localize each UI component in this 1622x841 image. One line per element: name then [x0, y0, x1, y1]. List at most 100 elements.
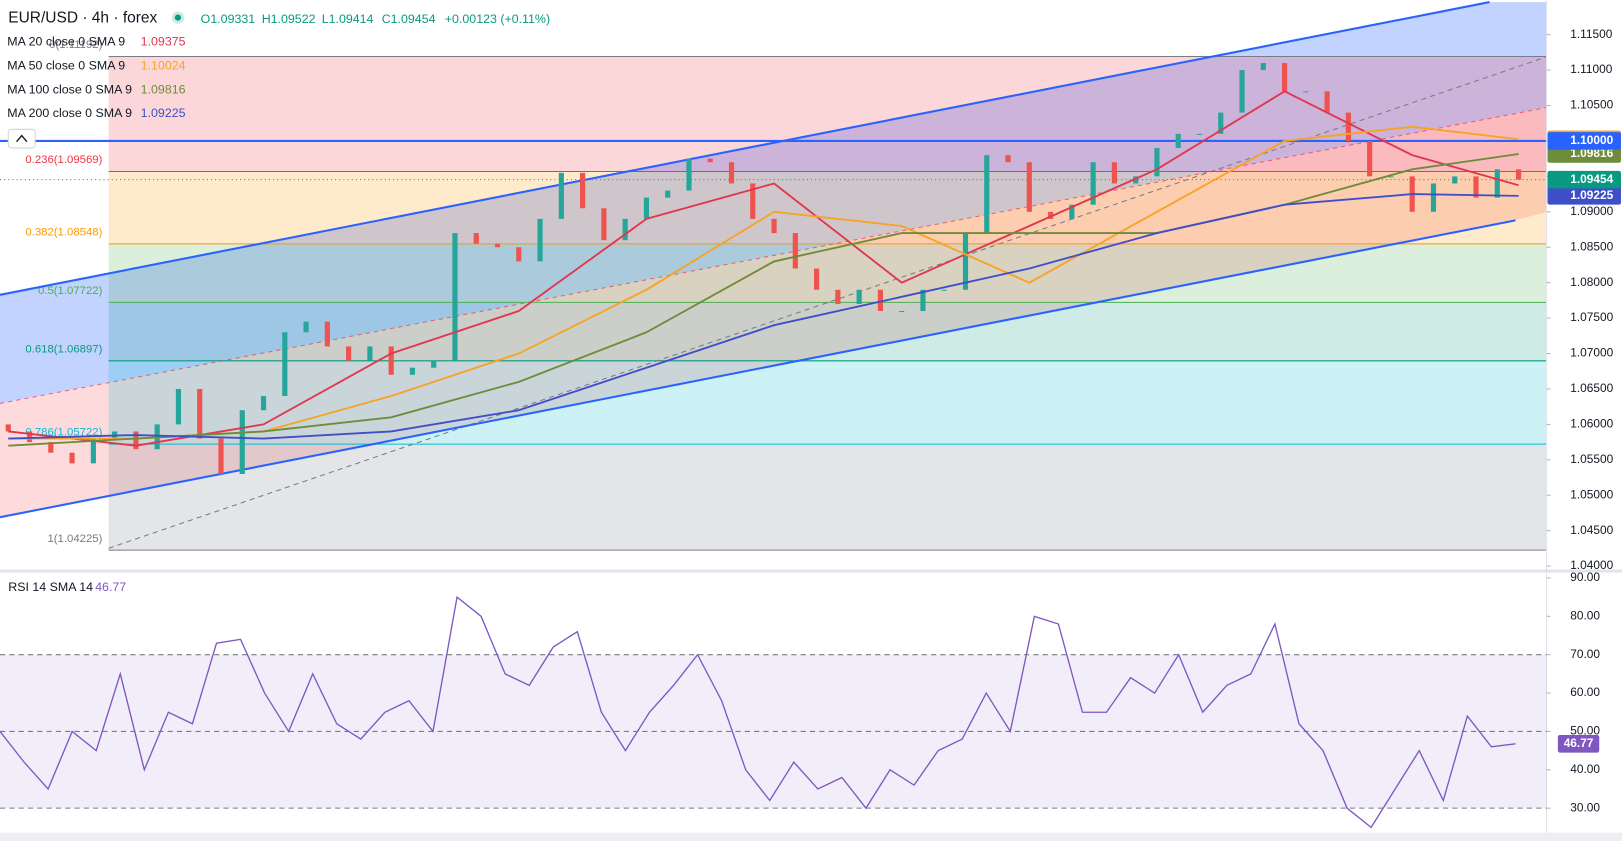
rsi-title[interactable]: RSI 14 SMA 14: [8, 580, 93, 594]
y-tick-label: 1.11500: [1570, 27, 1612, 41]
y-tick-label: 1.11000: [1570, 62, 1612, 76]
ohlc-high: H1.09522: [262, 12, 316, 26]
fib-label: 0.236(1.09569): [25, 154, 102, 166]
ohlc-open: O1.09331: [201, 12, 256, 26]
candle-body: [728, 162, 735, 184]
candle-body: [409, 367, 416, 375]
status-dot-core: [174, 14, 182, 21]
candle-body: [622, 218, 628, 241]
candle-body: [1239, 70, 1245, 113]
candle-body: [1473, 176, 1479, 198]
y-tick-label: 1.06000: [1570, 417, 1613, 431]
y-tick-label: 1.05500: [1570, 452, 1613, 466]
candle-body: [771, 218, 777, 234]
candle-body: [1196, 133, 1203, 135]
candle-body: [69, 452, 75, 464]
candle-body: [877, 289, 883, 312]
candle-body: [1069, 204, 1075, 219]
candle-body: [260, 396, 267, 411]
candle-body: [941, 289, 947, 291]
legend-value: 1.09225: [141, 106, 186, 120]
candle-body: [367, 346, 373, 361]
candle-body: [835, 289, 841, 304]
y-tick-label: 70.00: [1570, 647, 1600, 661]
ohlc-low: L1.09414: [322, 12, 374, 26]
candle-body: [580, 172, 586, 209]
fib-label: 0.382(1.08548): [25, 226, 102, 238]
y-tick-label: 1.06500: [1570, 381, 1613, 395]
moving-average-line: [8, 90, 1519, 447]
channel-lower: [0, 219, 1516, 519]
candle-body: [1430, 183, 1437, 212]
y-tick-label: 90.00: [1570, 570, 1600, 584]
legend-value: 1.09375: [141, 35, 186, 49]
candle-body: [814, 268, 820, 290]
candle-body: [218, 438, 224, 474]
candle-body: [1452, 176, 1458, 184]
candle-body: [1388, 176, 1394, 178]
candle-body: [324, 321, 330, 347]
fib-label: 0.618(1.06897): [25, 343, 102, 355]
candle-body: [431, 360, 437, 368]
fib-zone: [108, 243, 1547, 303]
rsi-line: [0, 595, 1516, 829]
candle-body: [1005, 155, 1011, 163]
y-tick-label: 40.00: [1570, 762, 1600, 776]
line-price-tag-label: 1.10000: [1570, 133, 1613, 147]
candle-body: [133, 431, 139, 450]
channel-mid: [0, 107, 1547, 404]
candle-body: [1281, 63, 1288, 92]
y-tick-label: 1.08500: [1570, 239, 1613, 253]
candle-body: [346, 346, 352, 361]
y-tick-label: 60.00: [1570, 685, 1600, 699]
candle-body: [899, 311, 905, 313]
last-price-tag-label: 1.09454: [1570, 172, 1613, 186]
candle-body: [665, 190, 671, 198]
candle-body: [1047, 211, 1054, 219]
time-axis-strip: [0, 832, 1622, 841]
y-tick-label: 1.07500: [1570, 310, 1613, 324]
candle-body: [5, 424, 11, 432]
candle-body: [1218, 112, 1224, 134]
fib-zone: [108, 360, 1547, 445]
y-tick-label: 1.09000: [1570, 204, 1613, 218]
symbol-title[interactable]: EUR/USD · 4h · forex: [8, 10, 157, 27]
ohlc-close: C1.09454: [382, 12, 436, 26]
legend-value: 1.10024: [141, 58, 186, 72]
candle-body: [282, 332, 288, 397]
candle-body: [26, 431, 33, 443]
candle-body: [707, 158, 713, 163]
last-price-tag: [1547, 170, 1621, 189]
line-price-tag: [1547, 132, 1621, 150]
rsi-value: 46.77: [95, 580, 126, 594]
candle-body: [239, 410, 245, 474]
y-tick-label: 30.00: [1570, 800, 1600, 814]
candle-body: [175, 388, 182, 425]
candle-body: [1260, 63, 1266, 71]
legend-name: MA 20 close 0 SMA 9: [7, 35, 125, 49]
legend-name: MA 100 close 0 SMA 9: [7, 82, 132, 96]
ma-price-tag: [1547, 187, 1621, 205]
channel-upper-fill: [0, 2, 1547, 404]
candle-body: [1026, 162, 1032, 212]
rsi-tag: [1557, 735, 1600, 753]
fib-zone: [108, 171, 1547, 244]
candle-body: [303, 321, 309, 333]
y-tick-label: 80.00: [1570, 608, 1600, 622]
fib-label: 0.5(1.07722): [38, 285, 103, 297]
channel-upper: [0, 1, 1490, 296]
candle-body: [1175, 133, 1181, 149]
candle-body: [1133, 176, 1139, 184]
price-pane: 0(1.11192) 0.236(1.09569) 0.382(1.08548) 0.…: [0, 1, 1547, 551]
candle-body: [1367, 140, 1373, 177]
candle-body: [1515, 169, 1522, 180]
candle-body: [750, 183, 756, 219]
candle-body: [558, 172, 564, 219]
candle-body: [1154, 148, 1160, 177]
candle-body: [1090, 162, 1096, 205]
y-tick-label: 1.04500: [1570, 523, 1613, 537]
collapse-button[interactable]: [7, 128, 36, 149]
candle-body: [48, 442, 54, 453]
candle-body: [643, 197, 650, 219]
